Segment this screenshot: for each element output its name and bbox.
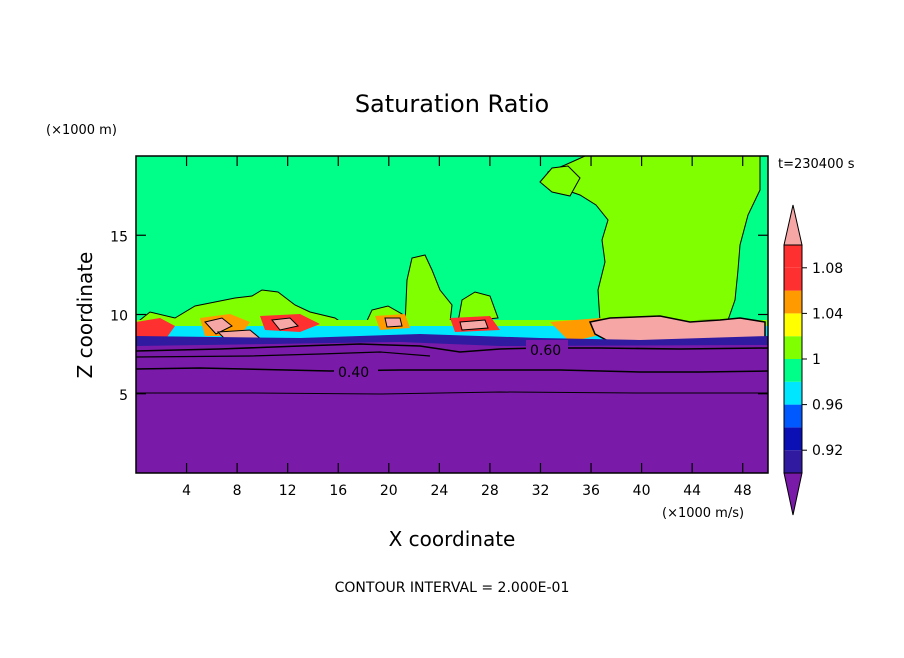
colorbar-extend-high [783,204,803,246]
x-tick-label: 20 [380,483,398,499]
colorbar-swatch [784,267,802,291]
y-axis-ticks: 5 10 15 [110,229,768,404]
y-tick-label: 15 [110,229,128,245]
time-label: t=230400 s [778,157,855,172]
moist-blob-10 [459,319,489,331]
contour-label-bg-06 [526,340,568,356]
colorbar-swatch [784,359,802,382]
colorbar-tick-label: 1.04 [812,306,843,322]
colorbar-tick-label: 1 [812,352,821,368]
contour-label-04: 0.40 [338,365,369,381]
x-tick-label: 32 [532,483,550,499]
moist-blob-1 [136,318,175,340]
region-tower-center [404,254,453,326]
contour-label-bg-04 [334,362,378,378]
region-plume-tip [539,165,581,197]
x-tick-label: 44 [683,483,701,499]
colorbar-swatch [784,404,802,428]
moist-blob-3 [204,317,233,335]
y-unit-label: (×1000 m) [46,123,117,138]
region-lower-dry [136,342,768,473]
colorbar-tick-label: 1.08 [812,261,843,277]
moist-blob-8 [384,317,403,328]
colorbar: 0.92 0.96 1 1.04 1.08 [783,204,843,516]
colorbar-swatch [784,336,802,359]
x-tick-label: 36 [582,483,600,499]
x-tick-label: 8 [233,483,242,499]
x-axis-label: X coordinate [389,527,516,551]
colorbar-tick-label: 0.92 [812,443,843,459]
region-band-purple [136,342,768,352]
y-tick-label: 5 [119,388,128,404]
contour-label-06: 0.60 [530,343,561,359]
x-unit-label: (×1000 m/s) [662,506,744,521]
x-axis-ticks: 4 8 12 16 20 24 28 32 36 40 44 48 [182,156,752,499]
contour-0.2 [136,391,768,395]
colorbar-swatch [784,427,802,451]
colorbar-swatch [784,290,802,314]
y-tick-label: 10 [110,309,128,325]
x-tick-label: 4 [182,483,191,499]
colorbar-extend-low [783,472,803,516]
contour-0.6-b [135,351,431,358]
footer-note: CONTOUR INTERVAL = 2.000E-01 [335,580,570,596]
colorbar-swatch [784,245,802,268]
x-tick-label: 24 [430,483,448,499]
colorbar-swatch [784,313,802,337]
contour-0.4 [135,367,769,373]
contour-0.6 [135,343,769,353]
plot-area: 0.60 0.40 [135,155,769,474]
y-axis-label: Z coordinate [73,252,97,379]
colorbar-tick-label: 0.96 [812,398,843,414]
x-tick-label: 28 [481,483,499,499]
colorbar-swatch [784,381,802,405]
moist-blob-5 [271,317,299,331]
x-tick-label: 48 [734,483,752,499]
colorbar-swatch [784,450,802,473]
x-tick-label: 16 [329,483,347,499]
x-tick-label: 40 [633,483,651,499]
chart-title: Saturation Ratio [355,90,549,118]
x-tick-label: 12 [279,483,297,499]
